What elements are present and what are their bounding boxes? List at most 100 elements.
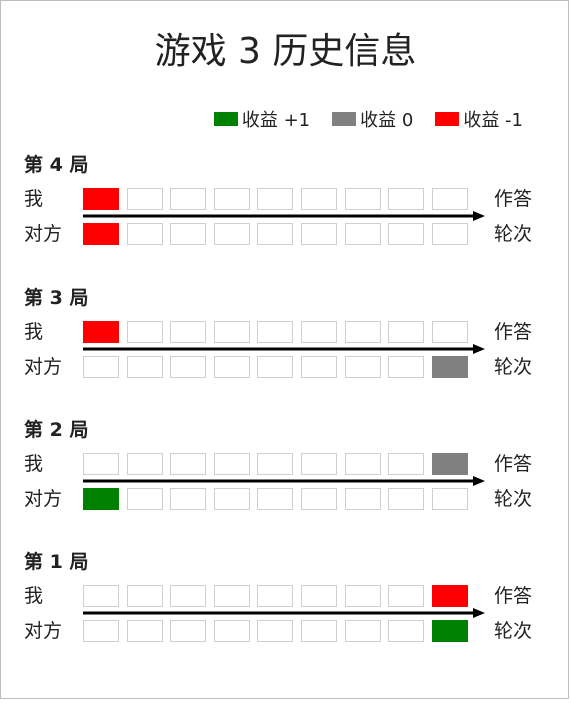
- history-cell-empty: [257, 321, 294, 343]
- side-label-turn: 轮次: [494, 620, 533, 642]
- turn-arrow-icon: [83, 608, 485, 618]
- row-label-me: 我: [24, 585, 44, 607]
- legend-item-draw: 收益 0: [332, 106, 413, 132]
- legend-swatch-draw: [332, 112, 357, 126]
- turn-arrow-icon: [83, 344, 485, 354]
- cell-row-opponent: [83, 488, 468, 510]
- history-cell-win: [83, 488, 119, 510]
- history-cell-empty: [83, 585, 119, 607]
- history-cell-empty: [126, 488, 163, 510]
- history-cell-empty: [344, 488, 381, 510]
- round-title: 第 1 局: [24, 551, 89, 573]
- history-cell-empty: [300, 620, 337, 642]
- history-cell-empty: [431, 223, 468, 245]
- side-label-turn: 轮次: [494, 356, 533, 378]
- history-cell-loss: [83, 223, 119, 245]
- round-title: 第 3 局: [24, 287, 89, 309]
- round-block: 第 1 局我 作答 对方 轮次: [0, 549, 571, 669]
- history-cell-empty: [257, 188, 294, 210]
- history-cell-empty: [170, 585, 207, 607]
- history-cell-empty: [170, 223, 207, 245]
- cell-row-me: [83, 453, 468, 475]
- history-cell-empty: [126, 620, 163, 642]
- legend: 收益 +1 收益 0 收益 -1: [192, 106, 523, 132]
- side-label-answer: 作答: [494, 188, 533, 210]
- legend-swatch-loss: [435, 112, 460, 126]
- history-cell-empty: [344, 585, 381, 607]
- history-cell-empty: [213, 223, 250, 245]
- cell-row-me: [83, 585, 468, 607]
- history-cell-empty: [431, 321, 468, 343]
- history-cell-empty: [170, 356, 207, 378]
- turn-arrow-icon: [83, 476, 485, 486]
- history-cell-empty: [257, 488, 294, 510]
- cell-row-opponent: [83, 356, 468, 378]
- history-cell-empty: [344, 321, 381, 343]
- history-cell-empty: [213, 188, 250, 210]
- history-cell-empty: [300, 356, 337, 378]
- history-cell-empty: [170, 188, 207, 210]
- row-label-me: 我: [24, 188, 44, 210]
- cell-row-me: [83, 321, 468, 343]
- history-cell-empty: [344, 620, 381, 642]
- row-label-opponent: 对方: [24, 223, 63, 245]
- side-label-answer: 作答: [494, 585, 533, 607]
- round-title: 第 2 局: [24, 419, 89, 441]
- history-cell-empty: [257, 356, 294, 378]
- history-cell-empty: [213, 356, 250, 378]
- history-cell-draw: [431, 356, 468, 378]
- side-label-answer: 作答: [494, 321, 533, 343]
- history-cell-empty: [344, 356, 381, 378]
- history-cell-empty: [126, 321, 163, 343]
- history-cell-loss: [83, 321, 119, 343]
- side-label-answer: 作答: [494, 453, 533, 475]
- history-cell-empty: [257, 585, 294, 607]
- cell-row-opponent: [83, 223, 468, 245]
- history-cell-empty: [83, 356, 119, 378]
- page-title: 游戏 3 历史信息: [154, 31, 417, 72]
- history-cell-draw: [431, 453, 468, 475]
- round-block: 第 2 局我 作答 对方 轮次: [0, 417, 571, 537]
- history-cell-empty: [344, 223, 381, 245]
- round-block: 第 3 局我 作答对方 轮次: [0, 285, 571, 405]
- history-cell-empty: [213, 321, 250, 343]
- history-cell-empty: [126, 585, 163, 607]
- history-cell-empty: [257, 453, 294, 475]
- history-cell-empty: [170, 620, 207, 642]
- history-cell-empty: [126, 356, 163, 378]
- history-cell-empty: [388, 453, 425, 475]
- turn-arrow-icon: [83, 211, 485, 221]
- history-cell-empty: [300, 453, 337, 475]
- history-cell-empty: [257, 620, 294, 642]
- history-cell-empty: [300, 488, 337, 510]
- history-cell-empty: [388, 356, 425, 378]
- row-label-opponent: 对方: [24, 488, 63, 510]
- cell-row-me: [83, 188, 468, 210]
- history-cell-empty: [83, 453, 119, 475]
- history-cell-empty: [388, 488, 425, 510]
- legend-item-loss: 收益 -1: [435, 106, 523, 132]
- history-cell-empty: [344, 188, 381, 210]
- history-cell-empty: [300, 585, 337, 607]
- history-cell-empty: [126, 453, 163, 475]
- history-cell-empty: [126, 223, 163, 245]
- history-cell-empty: [213, 453, 250, 475]
- row-label-opponent: 对方: [24, 356, 63, 378]
- history-cell-empty: [213, 488, 250, 510]
- side-label-turn: 轮次: [494, 223, 533, 245]
- legend-label-loss: 收益 -1: [463, 110, 523, 131]
- row-label-me: 我: [24, 321, 44, 343]
- history-cell-empty: [431, 488, 468, 510]
- history-cell-empty: [300, 321, 337, 343]
- history-cell-empty: [213, 620, 250, 642]
- history-cell-empty: [388, 585, 425, 607]
- history-cell-empty: [213, 585, 250, 607]
- history-cell-win: [431, 620, 468, 642]
- history-cell-empty: [344, 453, 381, 475]
- history-cell-empty: [300, 188, 337, 210]
- history-cell-empty: [431, 188, 468, 210]
- history-cell-empty: [170, 488, 207, 510]
- history-cell-empty: [300, 223, 337, 245]
- legend-item-win: 收益 +1: [213, 106, 310, 132]
